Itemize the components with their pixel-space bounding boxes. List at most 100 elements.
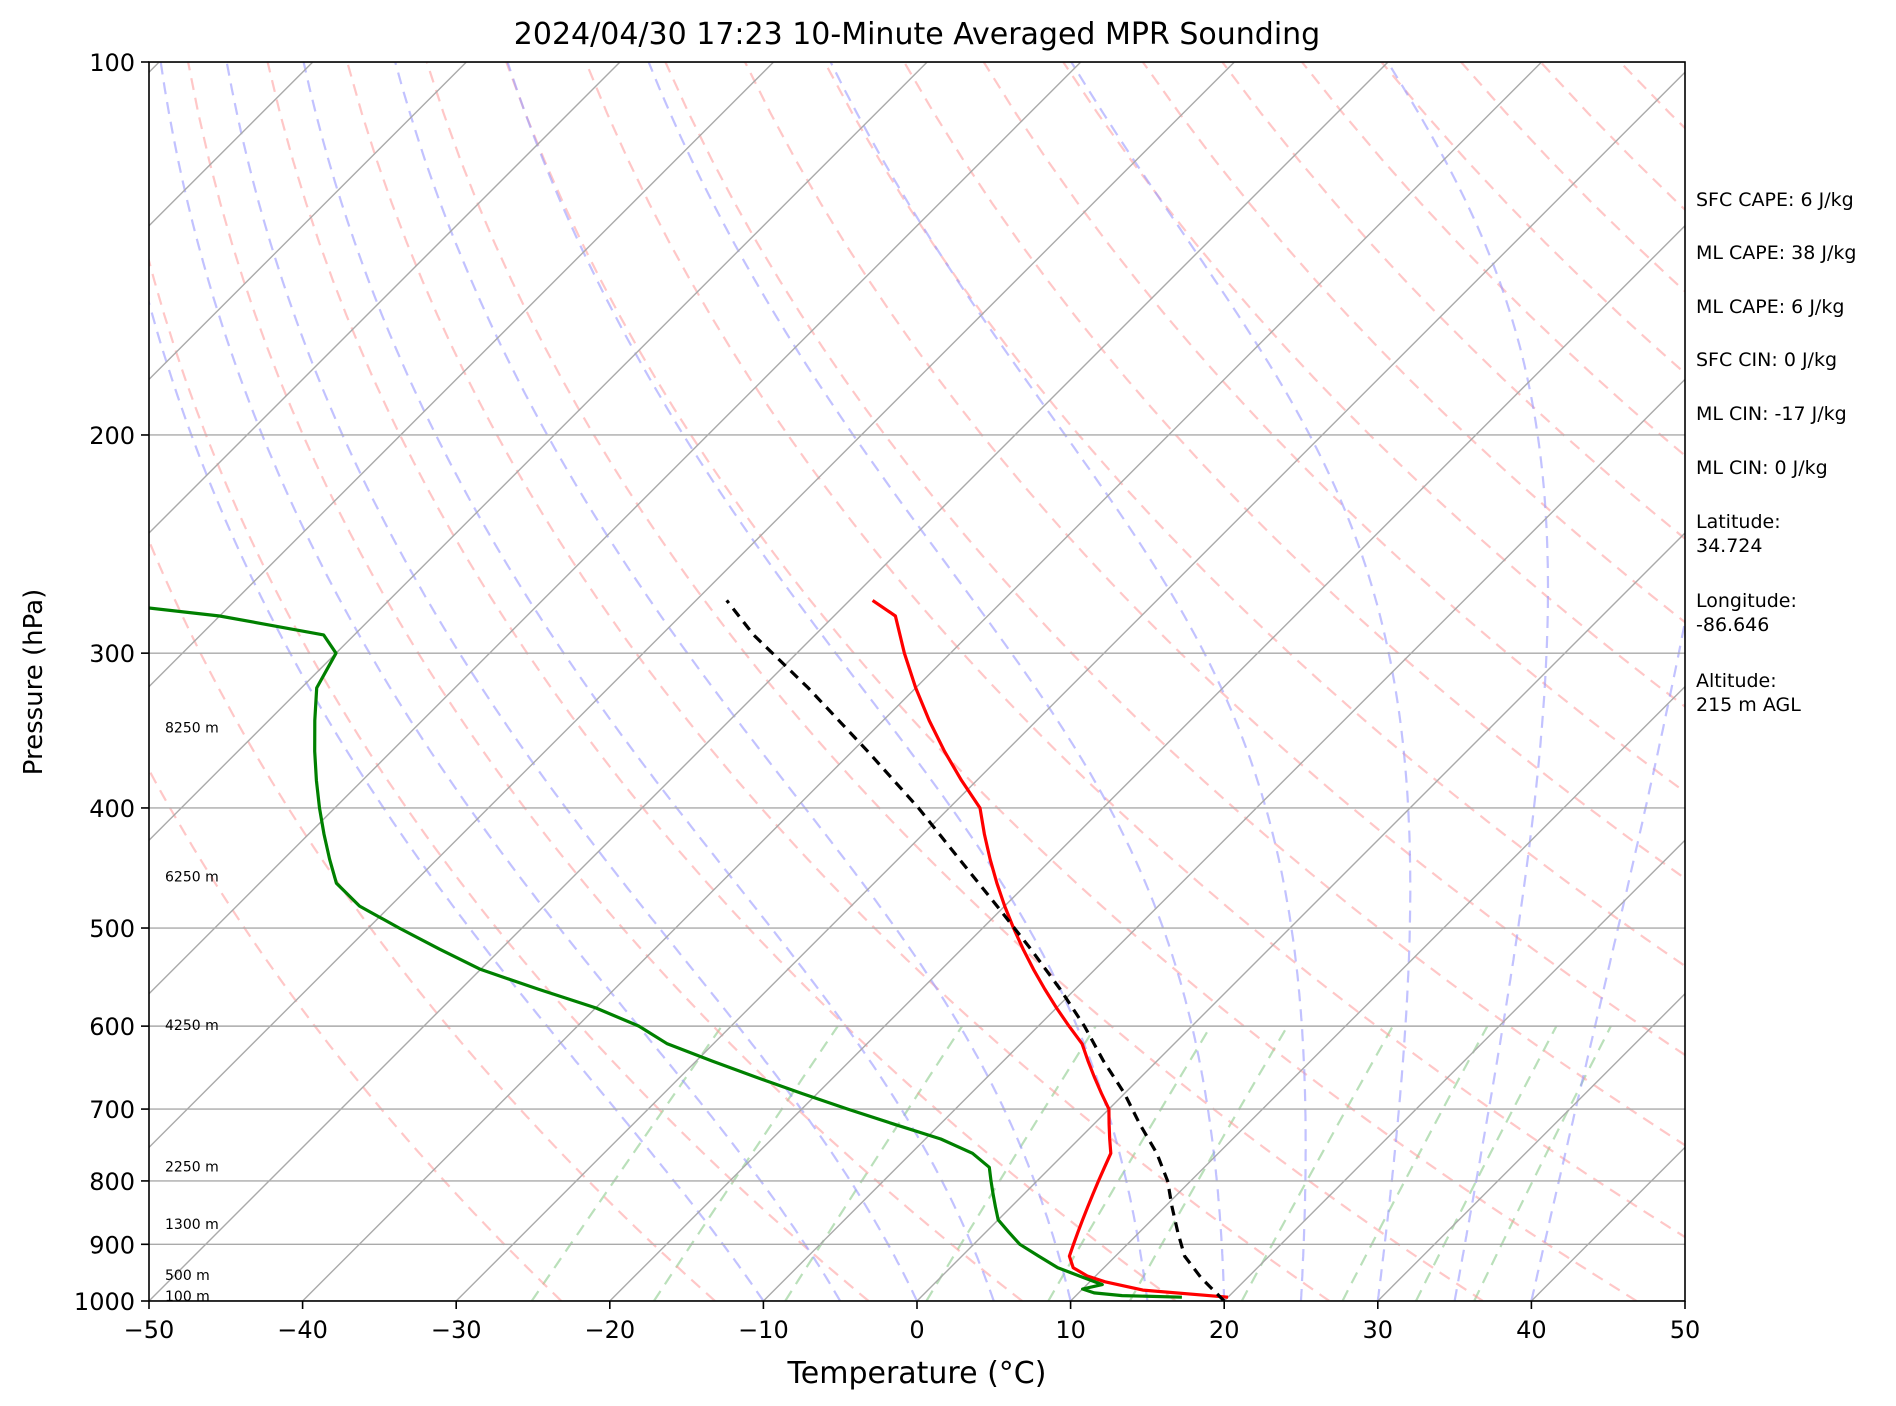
x-tick-label: −30	[431, 1316, 482, 1344]
dry-adiabat-lines	[149, 62, 1685, 1301]
isotherm-line	[149, 62, 621, 534]
dry-adiabat	[584, 62, 1685, 1239]
moist-adiabat-lines	[149, 62, 1685, 1301]
moist-adiabat	[302, 62, 995, 1301]
height-label: 1300 m	[165, 1217, 219, 1233]
moist-adiabat	[225, 62, 918, 1301]
stat-line: Latitude:	[1696, 511, 1781, 533]
stat-entry: ML CAPE: 6 J/kg	[1696, 295, 1896, 319]
y-tick-label: 100	[89, 49, 135, 77]
isotherm-line	[149, 62, 1235, 1149]
dry-adiabat	[744, 62, 1685, 1057]
x-tick-label: −20	[584, 1316, 635, 1344]
isotherm-line	[149, 62, 1082, 995]
stat-entry: Altitude: 215 m AGL	[1696, 669, 1896, 717]
height-label: 100 m	[165, 1289, 210, 1305]
stat-line: 215 m AGL	[1696, 694, 1801, 716]
isotherm-line	[916, 532, 1685, 1301]
plot-area: 100 m 500 m 1300 m 2250 m 4250 m 6250 m 8250 m	[0, 62, 1685, 1305]
dry-adiabat	[505, 62, 1638, 1301]
dry-adiabat	[187, 62, 1023, 1301]
isotherm-line	[609, 224, 1685, 1301]
dry-adiabat	[149, 538, 716, 1301]
dry-adiabat	[1062, 62, 1685, 708]
isotherm-line	[455, 71, 1685, 1301]
stat-line: ML CAPE: 38 J/kg	[1696, 242, 1857, 264]
stat-line: Longitude:	[1696, 590, 1797, 612]
stat-line: -86.646	[1696, 614, 1770, 636]
y-tick-label: 600	[89, 1013, 135, 1041]
moist-adiabat	[149, 298, 765, 1301]
isotherm-line	[149, 62, 775, 688]
y-tick-label: 1000	[74, 1288, 135, 1316]
isotherm-line	[1377, 992, 1685, 1301]
y-tick-label: 200	[89, 422, 135, 450]
isotherm-line	[149, 62, 467, 381]
isotherm-line	[302, 62, 1543, 1301]
isotherm-line	[0, 62, 6, 1301]
parcel-line	[725, 599, 1226, 1301]
moist-adiabat	[1070, 62, 1412, 1301]
stat-entry: ML CIN: -17 J/kg	[1696, 402, 1896, 426]
height-label: 2250 m	[165, 1159, 219, 1175]
dry-adiabat	[982, 62, 1685, 794]
moist-adiabat	[647, 62, 1226, 1301]
dry-adiabat	[664, 62, 1685, 1147]
isotherm-line	[1070, 685, 1685, 1301]
isotherm-line	[762, 378, 1685, 1301]
moist-adiabat	[1386, 62, 1550, 1301]
x-tick-label: 30	[1363, 1316, 1394, 1344]
dry-adiabat	[1141, 62, 1685, 624]
dry-adiabat	[266, 62, 1177, 1301]
isotherm-lines	[0, 62, 1685, 1301]
stat-entry: ML CIN: 0 J/kg	[1696, 456, 1896, 480]
dry-adiabat	[823, 62, 1685, 968]
height-labels: 100 m 500 m 1300 m 2250 m 4250 m 6250 m 8250 m	[165, 720, 219, 1305]
x-tick-label: −50	[124, 1316, 175, 1344]
stat-entry: ML CAPE: 38 J/kg	[1696, 241, 1896, 265]
plot-frame	[148, 61, 1686, 1302]
moist-adiabat	[159, 62, 842, 1301]
stat-line: SFC CIN: 0 J/kg	[1696, 349, 1838, 371]
stat-line: 34.724	[1696, 535, 1763, 557]
temperature-line	[871, 599, 1229, 1299]
x-tick-label: 40	[1516, 1316, 1547, 1344]
x-tick-label: 0	[909, 1316, 924, 1344]
y-axis-label: Pressure (hPa)	[19, 589, 49, 776]
stat-entry: Longitude: -86.646	[1696, 589, 1896, 637]
stat-line: ML CIN: 0 J/kg	[1696, 457, 1828, 479]
mixing-ratio-line	[1473, 1025, 1612, 1301]
stat-line: ML CIN: -17 J/kg	[1696, 403, 1847, 425]
dewpoint-line	[149, 606, 1182, 1299]
mixing-ratio-line	[1047, 1025, 1212, 1301]
chart-title: 2024/04/30 17:23 10-Minute Averaged MPR …	[514, 17, 1320, 52]
stat-entry: SFC CIN: 0 J/kg	[1696, 348, 1896, 372]
x-tick-label: 50	[1670, 1316, 1701, 1344]
x-tick-label: −10	[738, 1316, 789, 1344]
y-tick-label: 500	[89, 915, 135, 943]
stat-line: ML CAPE: 6 J/kg	[1696, 296, 1845, 318]
sounding-series	[149, 599, 1229, 1301]
isobar-lines	[149, 62, 1685, 1301]
stat-entry: Latitude: 34.724	[1696, 510, 1896, 558]
isotherm-line	[149, 62, 928, 842]
y-axis-ticks: 1000 900 800 700 600 500 400 300 200 100	[74, 49, 149, 1316]
height-label: 8250 m	[165, 720, 219, 736]
y-tick-label: 900	[89, 1231, 135, 1259]
height-label: 500 m	[165, 1268, 210, 1284]
y-tick-label: 400	[89, 795, 135, 823]
isotherm-line	[149, 62, 1389, 1301]
dry-adiabat	[903, 62, 1685, 880]
mixing-ratio-line	[530, 1025, 723, 1301]
dry-adiabat	[346, 62, 1331, 1301]
y-tick-label: 700	[89, 1096, 135, 1124]
mixing-ratio-line	[1415, 1025, 1558, 1301]
height-label: 6250 m	[165, 869, 219, 885]
stat-entry: SFC CAPE: 6 J/kg	[1696, 188, 1896, 212]
dry-adiabat	[149, 256, 870, 1301]
y-tick-label: 300	[89, 640, 135, 668]
mixing-ratio-line	[1128, 1025, 1289, 1301]
dry-adiabat	[425, 62, 1484, 1301]
x-axis-label: Temperature (°C)	[787, 1356, 1047, 1391]
